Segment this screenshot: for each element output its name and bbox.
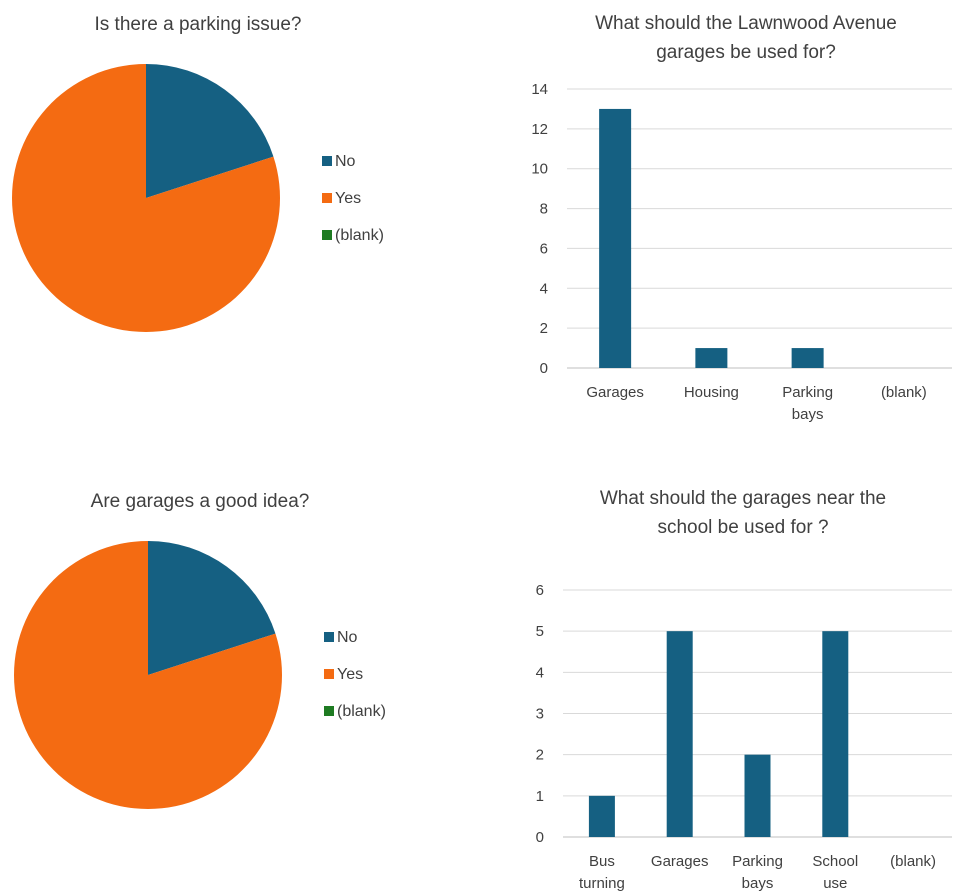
y-tick-label: 14 — [531, 81, 548, 98]
y-tick-label: 0 — [540, 360, 548, 377]
x-tick-label: use — [823, 875, 847, 891]
chart-title: What should the Lawnwood Avenue — [595, 13, 897, 34]
pie-slice-no — [148, 541, 276, 675]
bar-housing — [695, 348, 728, 368]
legend-swatch — [324, 669, 334, 679]
legend-swatch — [322, 156, 332, 166]
x-tick-label: bays — [792, 406, 824, 423]
chart-1: Is there a parking issue? No Yes (blank) — [11, 14, 384, 333]
chart-title: school be used for ? — [657, 517, 828, 538]
chart-3: Are garages a good idea? No Yes (blank) — [13, 491, 386, 809]
y-tick-label: 0 — [536, 829, 544, 846]
chart-title: Are garages a good idea? — [91, 491, 310, 512]
chart-title: What should the garages near the — [600, 488, 886, 509]
y-tick-label: 12 — [531, 121, 548, 138]
x-tick-label: bays — [742, 875, 774, 891]
legend-label: Yes — [337, 666, 363, 683]
x-tick-label: Garages — [586, 384, 644, 401]
legend-label: No — [337, 629, 358, 646]
y-tick-label: 3 — [536, 706, 544, 723]
x-tick-label: School — [812, 853, 858, 870]
legend-swatch — [322, 193, 332, 203]
x-tick-label: Parking — [782, 384, 833, 401]
x-tick-label: (blank) — [890, 853, 936, 870]
y-tick-label: 1 — [536, 788, 544, 805]
pie-slice-yes — [11, 64, 280, 333]
bar-school-use — [822, 631, 849, 837]
x-tick-label: Parking — [732, 853, 783, 870]
y-tick-label: 2 — [540, 320, 548, 337]
y-tick-label: 4 — [540, 280, 548, 297]
legend-swatch — [324, 706, 334, 716]
y-tick-label: 10 — [531, 161, 548, 178]
x-tick-label: Housing — [684, 384, 739, 401]
y-tick-label: 8 — [540, 201, 548, 218]
y-tick-label: 4 — [536, 664, 544, 681]
x-tick-label: Garages — [651, 853, 709, 870]
bar-parking-bays — [744, 754, 771, 837]
pie-slice-yes — [13, 541, 282, 809]
x-tick-label: turning — [579, 875, 625, 891]
legend-swatch — [322, 230, 332, 240]
chart-title: Is there a parking issue? — [94, 14, 301, 35]
chart-title: garages be used for? — [656, 42, 836, 63]
chart-4: What should the garages near the school b… — [536, 488, 952, 891]
bar-parking-bays — [791, 348, 824, 368]
y-tick-label: 6 — [536, 582, 544, 599]
legend-swatch — [324, 632, 334, 642]
legend-label: (blank) — [335, 227, 384, 244]
pie-slice-no — [146, 64, 274, 198]
y-tick-label: 5 — [536, 623, 544, 640]
y-tick-label: 6 — [540, 240, 548, 257]
y-tick-label: 2 — [536, 747, 544, 764]
bar-bus-turning — [588, 795, 615, 837]
legend-label: (blank) — [337, 703, 386, 720]
legend-label: No — [335, 153, 356, 170]
legend-label: Yes — [335, 190, 361, 207]
chart-2: What should the Lawnwood Avenue garages b… — [531, 13, 952, 423]
bar-garages — [666, 631, 693, 837]
x-tick-label: (blank) — [881, 384, 927, 401]
bar-garages — [599, 108, 632, 368]
x-tick-label: Bus — [589, 853, 615, 870]
